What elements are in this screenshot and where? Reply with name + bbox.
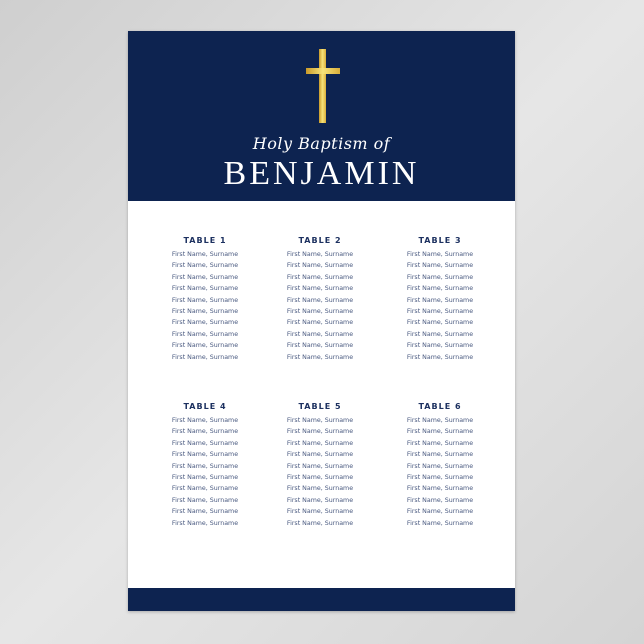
guest-name: First Name, Surname [171,330,239,338]
guest-name: First Name, Surname [171,451,239,459]
guest-name: First Name, Surname [406,273,474,281]
table-title: TABLE 2 [298,236,342,245]
guest-name: First Name, Surname [286,273,354,281]
guest-name: First Name, Surname [286,519,354,527]
guest-name: First Name, Surname [286,342,354,350]
guest-name: First Name, Surname [171,485,239,493]
guest-name: First Name, Surname [286,451,354,459]
guest-name: First Name, Surname [406,251,474,258]
guest-name: First Name, Surname [286,496,354,504]
table-1: TABLE 1 First Name, Surname First Name, Su… [150,236,260,363]
guest-name: First Name, Surname [286,251,354,258]
guest-name: First Name, Surname [406,451,474,459]
guest-name: First Name, Surname [171,439,239,447]
guest-name: First Name, Surname [286,417,354,424]
guest-name: First Name, Surname [286,319,354,327]
guest-name: First Name, Surname [286,296,354,304]
table-title: TABLE 5 [298,402,342,411]
guest-name: First Name, Surname [286,508,354,516]
gold-cross-icon [306,49,340,123]
guest-name: First Name, Surname [171,508,239,516]
poster-footer-band [128,588,515,611]
poster-header: Holy Baptism of BENJAMIN [128,31,515,201]
guest-name: First Name, Surname [406,342,474,350]
table-4: TABLE 4 First Name, Surname First Name, Su… [150,402,260,529]
guest-name: First Name, Surname [171,273,239,281]
guest-name: First Name, Surname [171,296,239,304]
guest-name: First Name, Surname [406,519,474,527]
guest-name: First Name, Surname [171,285,239,293]
guest-name: First Name, Surname [171,417,239,424]
guest-name: First Name, Surname [406,417,474,424]
guest-name: First Name, Surname [406,296,474,304]
guest-name: First Name, Surname [171,428,239,436]
subtitle: Holy Baptism of [252,134,391,153]
guest-name: First Name, Surname [171,342,239,350]
table-title: TABLE 4 [183,402,227,411]
table-title: TABLE 6 [418,402,462,411]
table-6: TABLE 6 First Name, Surname First Name, Su… [385,402,495,529]
guest-name: First Name, Surname [171,496,239,504]
guest-name: First Name, Surname [171,262,239,270]
guest-name: First Name, Surname [406,330,474,338]
guest-name: First Name, Surname [406,439,474,447]
guest-name: First Name, Surname [171,308,239,316]
guest-name: First Name, Surname [406,474,474,482]
table-2: TABLE 2 First Name, Surname First Name, Su… [265,236,375,363]
guest-name: First Name, Surname [406,462,474,470]
table-title: TABLE 3 [418,236,462,245]
guest-name: First Name, Surname [171,251,239,258]
guest-name: First Name, Surname [171,519,239,527]
guest-name: First Name, Surname [171,474,239,482]
guest-name: First Name, Surname [286,474,354,482]
guest-name: First Name, Surname [406,319,474,327]
guest-name: First Name, Surname [286,439,354,447]
guest-name: First Name, Surname [406,485,474,493]
guest-name: First Name, Surname [406,308,474,316]
guest-name: First Name, Surname [406,496,474,504]
guest-name: First Name, Surname [406,508,474,516]
table-title: TABLE 1 [183,236,227,245]
guest-name: First Name, Surname [286,353,354,361]
guest-name: First Name, Surname [286,308,354,316]
table-5: TABLE 5 First Name, Surname First Name, Su… [265,402,375,529]
guest-name: First Name, Surname [286,262,354,270]
table-3: TABLE 3 First Name, Surname First Name, Su… [385,236,495,363]
guest-name: First Name, Surname [406,428,474,436]
guest-name: First Name, Surname [286,285,354,293]
guest-name: First Name, Surname [406,262,474,270]
guest-name: First Name, Surname [286,462,354,470]
guest-name: First Name, Surname [406,353,474,361]
guest-name: First Name, Surname [286,428,354,436]
guest-name: First Name, Surname [406,285,474,293]
guest-name: First Name, Surname [286,485,354,493]
seating-chart-poster: Holy Baptism of BENJAMIN TABLE 1 First Na… [128,31,515,611]
guest-name: First Name, Surname [171,319,239,327]
guest-name: First Name, Surname [171,462,239,470]
honoree-name: BENJAMIN [223,155,420,192]
guest-name: First Name, Surname [286,330,354,338]
guest-name: First Name, Surname [171,353,239,361]
